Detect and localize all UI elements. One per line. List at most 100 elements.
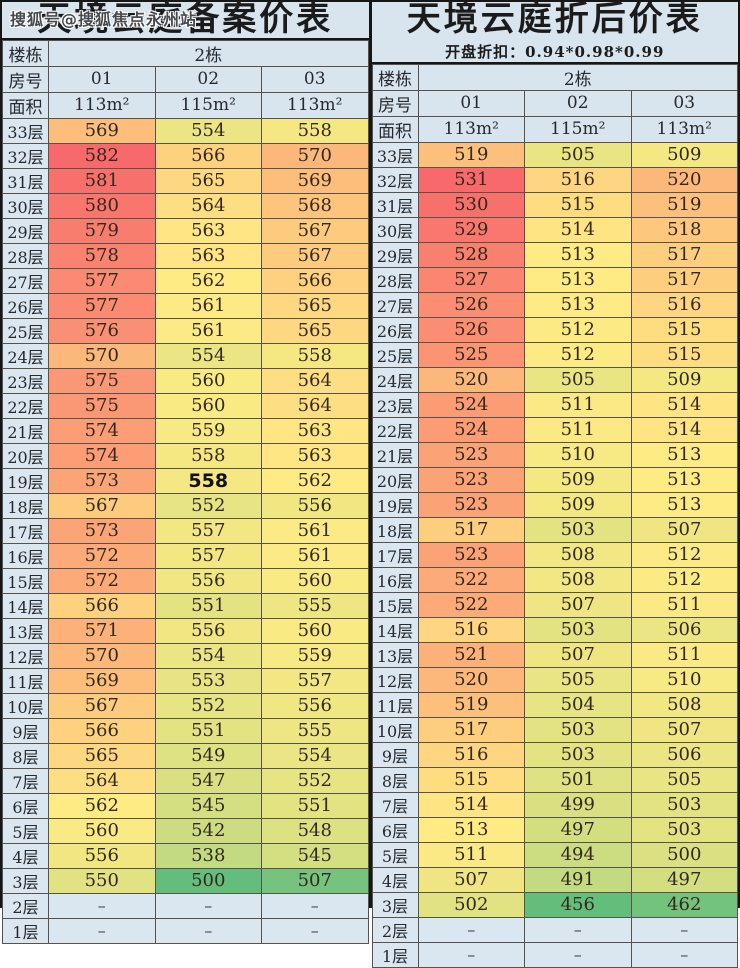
table-row: 23层 524 511 514 [371, 391, 738, 418]
price-cell: 511 [630, 591, 738, 618]
floor-label: 28层 [2, 242, 49, 269]
price-cell: 551 [154, 717, 262, 744]
table-row: 11层 569 553 557 [2, 667, 369, 694]
price-cell: 513 [524, 241, 632, 268]
price-cell: 528 [417, 241, 525, 268]
floor-label: 17层 [2, 517, 49, 544]
price-cell: 560 [261, 617, 369, 644]
price-cell: 531 [417, 166, 525, 193]
table-row: 1层 – – – [2, 917, 369, 944]
table-row: 29层 579 563 567 [2, 217, 369, 244]
table-row: 8层 565 549 554 [2, 742, 369, 769]
floor-label: 18层 [371, 516, 419, 543]
table-row: 6层 562 545 551 [2, 792, 369, 819]
price-cell: 505 [630, 766, 738, 793]
price-cell: 576 [48, 317, 156, 344]
floor-label: 26层 [2, 292, 49, 319]
table-row: 28层 527 513 517 [371, 266, 738, 293]
floor-label: 32层 [371, 166, 419, 193]
table-row: 23层 575 560 564 [2, 367, 369, 394]
floor-label: 28层 [371, 266, 419, 293]
price-cell: 557 [154, 542, 262, 569]
price-cell: 516 [417, 616, 525, 643]
floor-label: 29层 [371, 241, 419, 268]
floor-label: 24层 [2, 342, 49, 369]
table-row: 19层 573 558 562 [2, 467, 369, 494]
price-cell: 507 [630, 516, 738, 543]
price-cell: 566 [48, 592, 156, 619]
price-cell: 558 [154, 442, 262, 469]
room-row: 房号 01 02 03 [371, 89, 738, 117]
floor-label: 4层 [2, 842, 49, 869]
table-row: 15层 572 556 560 [2, 567, 369, 594]
page-title-left: 天境云庭备案价表 [37, 0, 334, 39]
table-row: 31层 581 565 569 [2, 167, 369, 194]
price-table-left: 楼栋 2栋 房号 01 02 03 面积 113m² 115m² 113m² 3… [2, 39, 369, 944]
table-row: 4层 507 491 497 [371, 866, 738, 893]
table-row: 25层 525 512 515 [371, 341, 738, 368]
floor-label: 16层 [371, 566, 419, 593]
floor-label: 12层 [2, 642, 49, 669]
watermark-text: 搜狐号@搜狐焦点永州站 [10, 10, 198, 29]
price-cell: 551 [261, 792, 369, 819]
price-cell: 517 [417, 516, 525, 543]
table-row: 22层 524 511 514 [371, 416, 738, 443]
table-row: 15层 522 507 511 [371, 591, 738, 618]
price-cell: 554 [261, 742, 369, 769]
price-cell: 558 [154, 467, 262, 494]
floor-label: 23层 [2, 367, 49, 394]
price-cell: 572 [48, 542, 156, 569]
price-cell: 517 [630, 266, 738, 293]
price-cell: 503 [524, 516, 632, 543]
panel-registered-prices: 天境云庭备案价表 楼栋 2栋 房号 01 02 03 面积 113m² 115m… [2, 0, 372, 944]
price-cell: 567 [48, 692, 156, 719]
price-cell: 462 [630, 891, 738, 918]
price-cell: 515 [630, 316, 738, 343]
price-cell: 507 [524, 591, 632, 618]
floor-label: 7层 [2, 767, 49, 794]
table-row: 33层 519 505 509 [371, 141, 738, 168]
price-cell: – [524, 916, 632, 943]
title-block-right: 天境云庭折后价表 开盘折扣：0.94*0.98*0.99 [371, 1, 738, 64]
floor-label: 26层 [371, 316, 419, 343]
price-cell: 509 [630, 366, 738, 393]
floor-label: 29层 [2, 217, 49, 244]
panel-discounted-prices: 天境云庭折后价表 开盘折扣：0.94*0.98*0.99 楼栋 2栋 房号 01… [371, 1, 738, 968]
price-cell: 562 [48, 792, 156, 819]
price-cell: 507 [417, 866, 525, 893]
price-cell: 507 [524, 641, 632, 668]
price-cell: 500 [630, 841, 738, 868]
area-value: 113m² [417, 115, 525, 143]
price-cell: 513 [630, 441, 738, 468]
floor-label: 20层 [2, 442, 49, 469]
floor-label: 15层 [371, 591, 419, 618]
table-row: 12层 570 554 559 [2, 642, 369, 669]
floor-label: 33层 [2, 117, 49, 144]
price-cell: 570 [48, 342, 156, 369]
floor-label: 27层 [2, 267, 49, 294]
price-cell: 522 [417, 566, 525, 593]
price-cell: 575 [48, 367, 156, 394]
floor-label: 6层 [371, 816, 419, 843]
price-cell: – [48, 917, 156, 944]
floor-label: 9层 [371, 741, 419, 768]
price-cell: 567 [48, 492, 156, 519]
room-row-label: 房号 [2, 65, 49, 93]
table-row: 27层 577 562 566 [2, 267, 369, 294]
table-row: 10层 517 503 507 [371, 716, 738, 743]
table-row: 7层 564 547 552 [2, 767, 369, 794]
price-cell: 519 [417, 141, 525, 168]
floor-label: 21层 [371, 441, 419, 468]
floor-label: 30层 [371, 216, 419, 243]
price-cell: 513 [524, 291, 632, 318]
price-cell: 508 [524, 566, 632, 593]
table-row: 16层 572 557 561 [2, 542, 369, 569]
price-cell: – [154, 892, 262, 919]
price-cell: 547 [154, 767, 262, 794]
price-cell: 548 [261, 817, 369, 844]
floor-label: 12层 [371, 666, 419, 693]
building-row-label: 楼栋 [2, 39, 49, 67]
floor-label: 1层 [2, 917, 49, 944]
price-cell: 561 [261, 542, 369, 569]
floor-label: 16层 [2, 542, 49, 569]
